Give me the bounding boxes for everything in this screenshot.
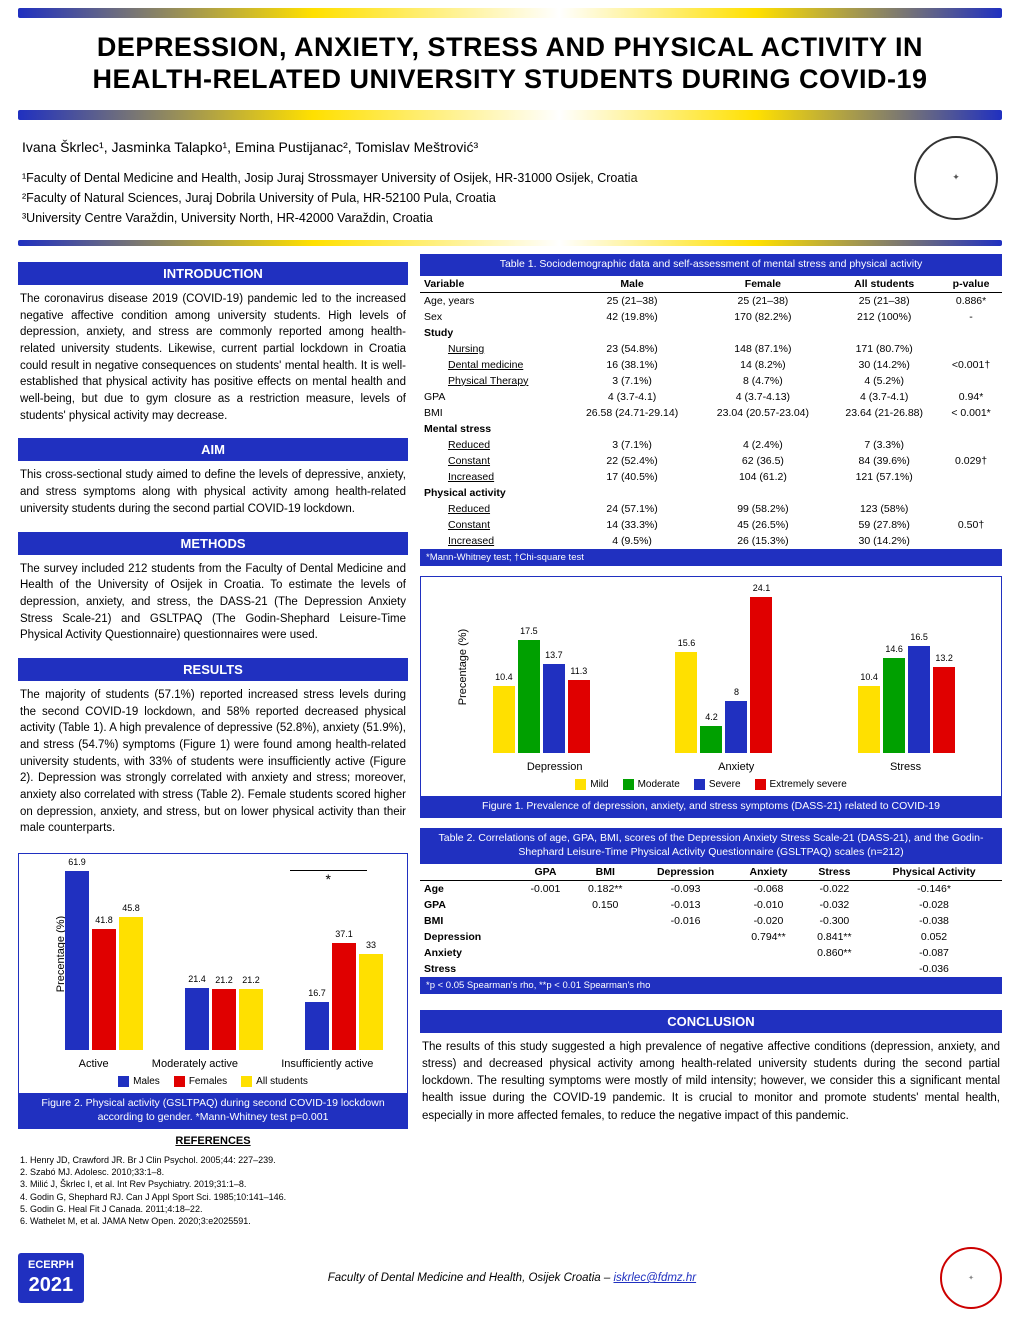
conclusion-text: The results of this study suggested a hi… [420, 1033, 1002, 1131]
aim-heading: AIM [18, 438, 408, 461]
badge-name: ECERPH [28, 1259, 74, 1272]
table2-caption: Table 2. Correlations of age, GPA, BMI, … [420, 828, 1002, 863]
sig-marker: * [290, 870, 367, 887]
top-bar [18, 8, 1002, 18]
aim-text: This cross-sectional study aimed to defi… [18, 461, 408, 523]
footer-contact: Faculty of Dental Medicine and Health, O… [328, 1272, 696, 1284]
poster-title: DEPRESSION, ANXIETY, STRESS AND PHYSICAL… [38, 32, 982, 96]
results-text: The majority of students (57.1%) reporte… [18, 681, 408, 843]
badge-year: 2021 [28, 1273, 74, 1297]
conclusion-heading: CONCLUSION [420, 1010, 1002, 1033]
table1-caption: Table 1. Sociodemographic data and self-… [420, 254, 1002, 276]
table-2: GPABMIDepressionAnxietyStressPhysical Ac… [420, 864, 1002, 977]
title-underbar [18, 110, 1002, 120]
methods-heading: METHODS [18, 532, 408, 555]
contact-email[interactable]: iskrlec@fdmz.hr [613, 1272, 696, 1284]
authors-line: Ivana Škrlec¹, Jasminka Talapko¹, Emina … [22, 136, 638, 158]
intro-heading: INTRODUCTION [18, 262, 408, 285]
table2-footnote: *p < 0.05 Spearman's rho, **p < 0.01 Spe… [420, 977, 1002, 994]
figure-2: Precentage (%) * 61.941.845.821.421.221.… [18, 853, 408, 1129]
results-heading: RESULTS [18, 658, 408, 681]
references-list: 1. Henry JD, Crawford JR. Br J Clin Psyc… [18, 1150, 408, 1231]
contact-text: Faculty of Dental Medicine and Health, O… [328, 1272, 614, 1284]
university-logo: ✦ [940, 1247, 1002, 1309]
divider-bar [18, 240, 1002, 246]
methods-text: The survey included 212 students from th… [18, 555, 408, 650]
fig1-ylabel: Precentage (%) [457, 629, 469, 705]
table1-footnote: *Mann-Whitney test; †Chi-square test [420, 549, 1002, 566]
fig2-caption: Figure 2. Physical activity (GSLTPAQ) du… [19, 1093, 407, 1128]
refs-heading: REFERENCES [18, 1135, 408, 1147]
institution-logo: ✦ [914, 136, 998, 220]
fig1-caption: Figure 1. Prevalence of depression, anxi… [421, 796, 1001, 818]
affil-1: ¹Faculty of Dental Medicine and Health, … [22, 168, 638, 188]
table-1: VariableMaleFemaleAll studentsp-valueAge… [420, 276, 1002, 549]
affil-3: ³University Centre Varaždin, University … [22, 208, 638, 228]
conference-badge: ECERPH 2021 [18, 1253, 84, 1302]
figure-1: Precentage (%) 10.417.513.711.315.64.282… [420, 576, 1002, 819]
intro-text: The coronavirus disease 2019 (COVID-19) … [18, 285, 408, 430]
affil-2: ²Faculty of Natural Sciences, Juraj Dobr… [22, 188, 638, 208]
